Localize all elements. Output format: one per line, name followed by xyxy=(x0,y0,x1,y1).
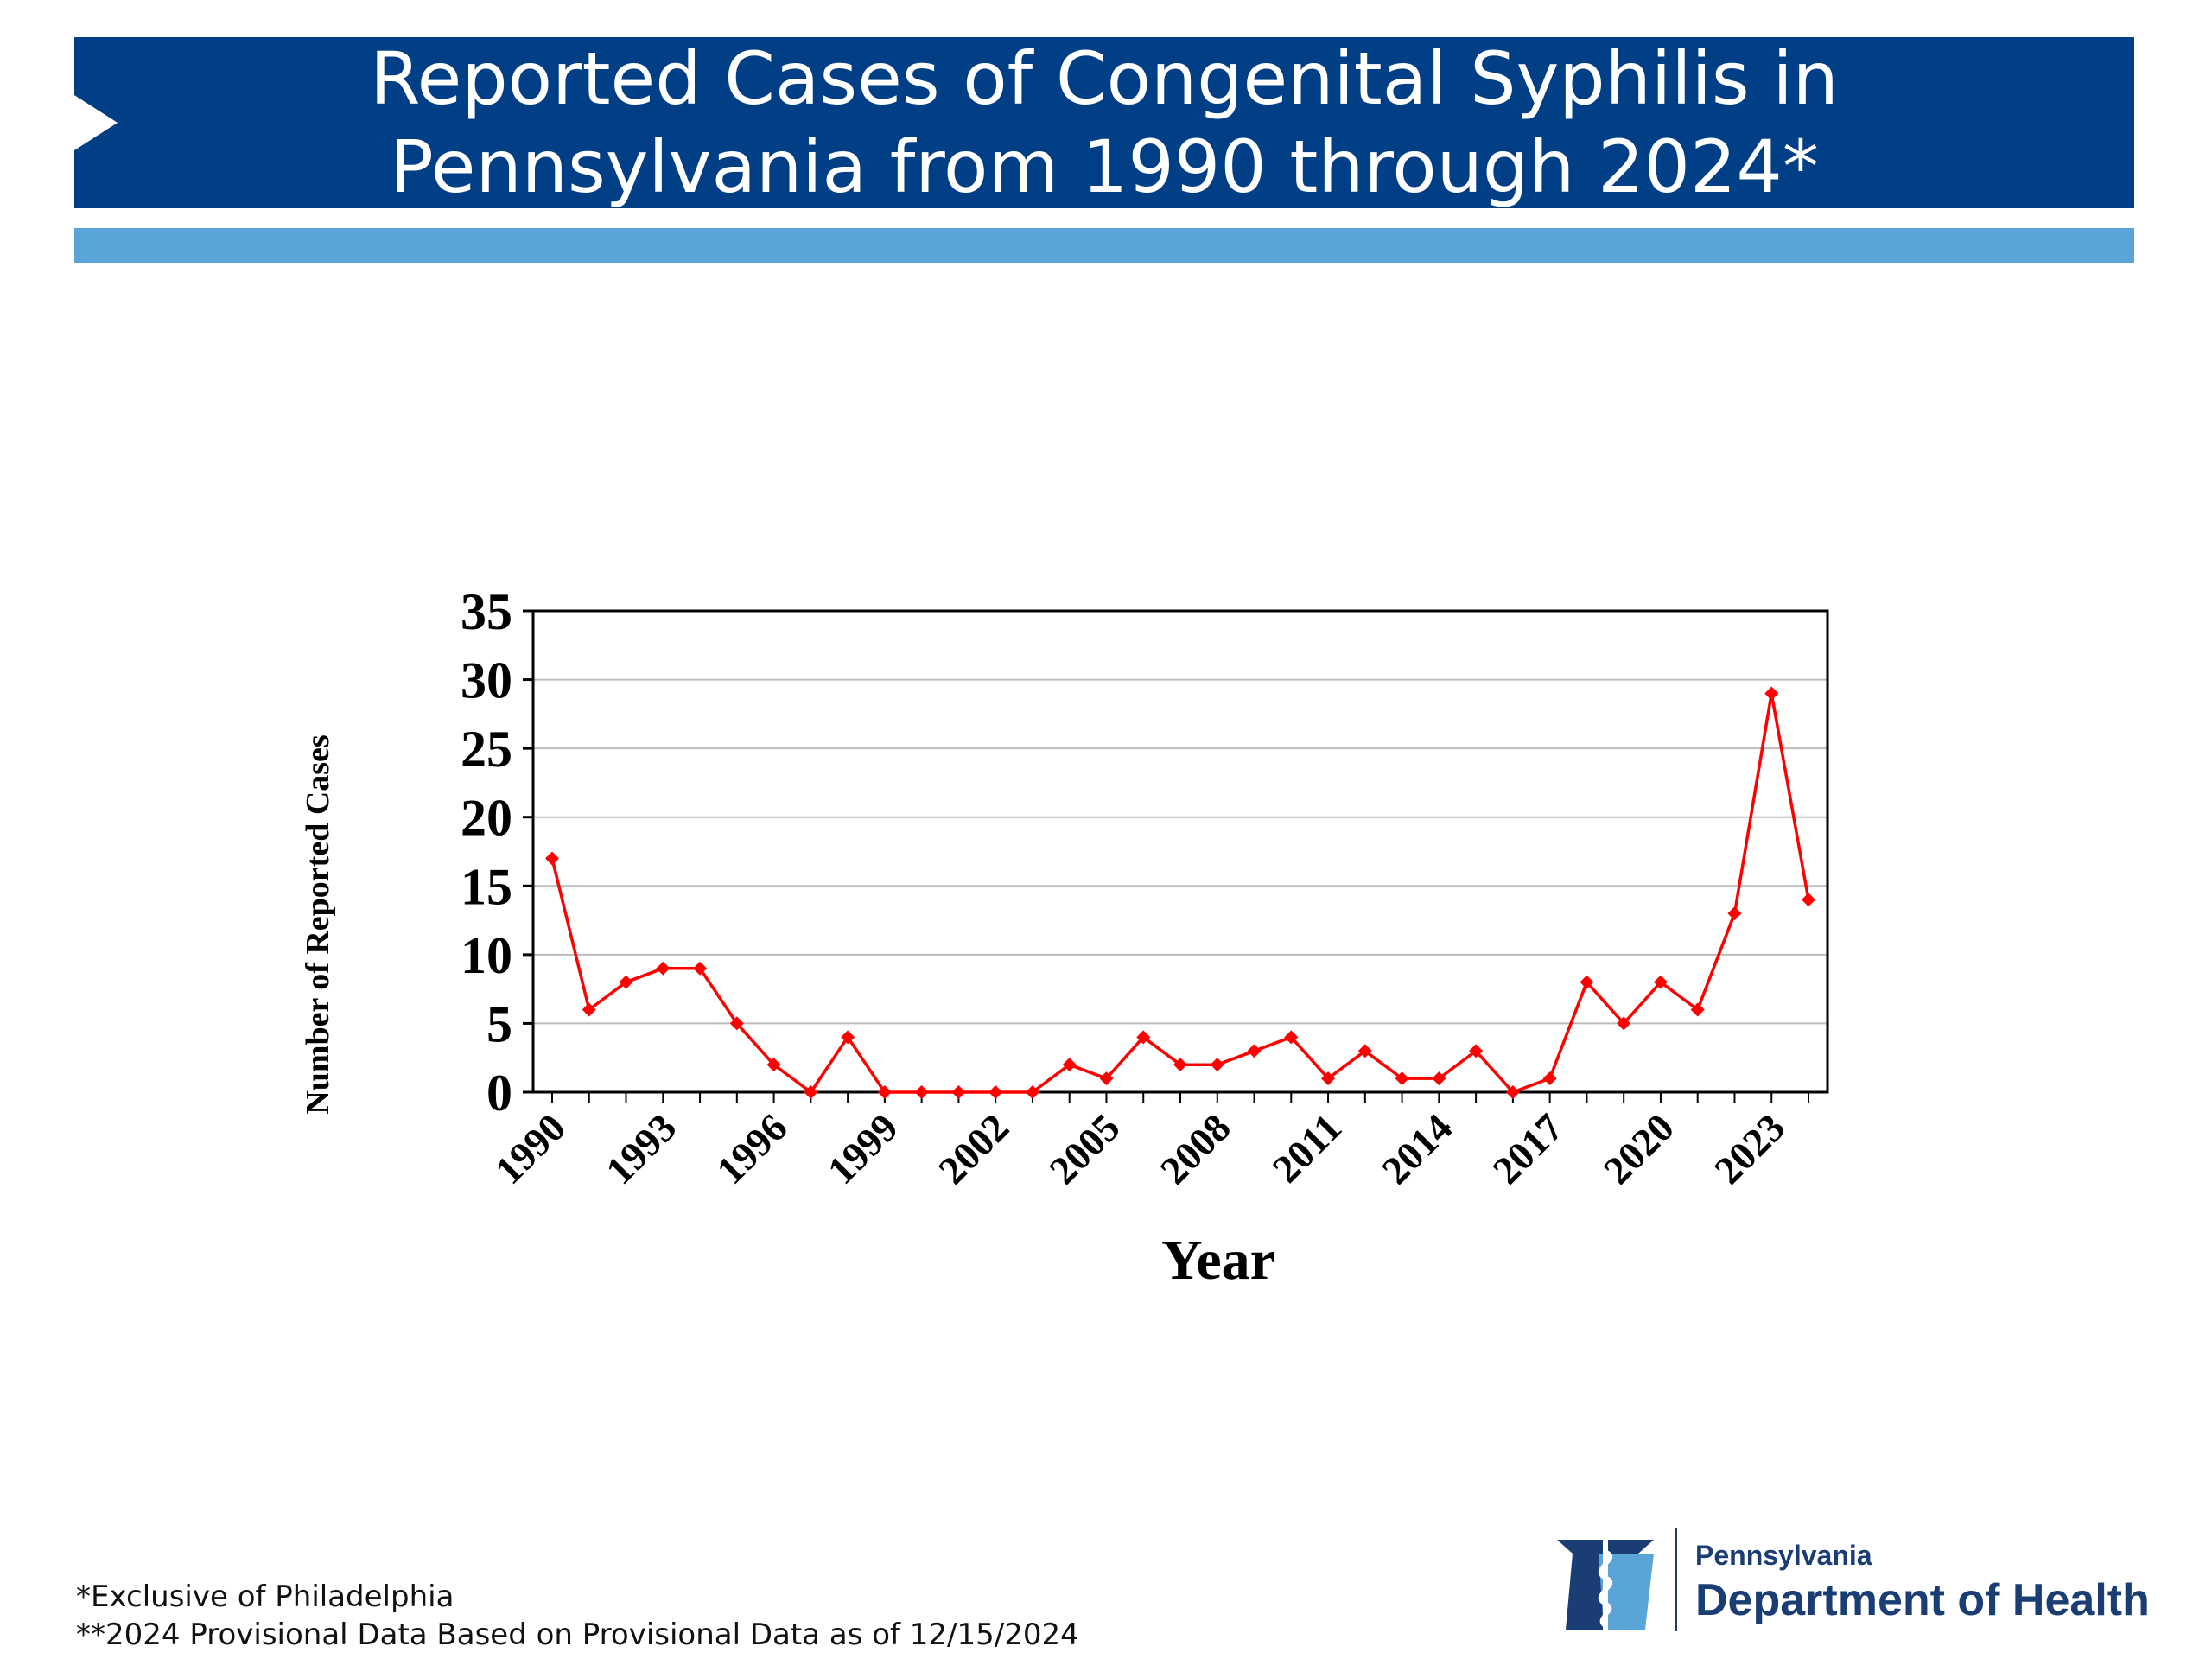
x-tick-label: 2005 xyxy=(1040,1105,1128,1192)
data-point-2021 xyxy=(1690,1002,1705,1017)
data-point-2009 xyxy=(1247,1044,1262,1058)
y-axis-ticks: 0 5 10 15 20 25 30 35 xyxy=(461,583,533,1122)
data-point-1993 xyxy=(656,961,671,976)
y-tick-label: 20 xyxy=(461,790,512,847)
data-point-2001 xyxy=(951,1085,966,1099)
accent-bar xyxy=(74,228,2134,263)
banner-notch-icon xyxy=(74,95,118,150)
data-point-1990 xyxy=(545,851,559,866)
data-point-1991 xyxy=(582,1002,596,1017)
footnote-provisional: **2024 Provisional Data Based on Provisi… xyxy=(76,1618,1079,1652)
data-point-2023 xyxy=(1764,686,1779,701)
logo-department-name: Department of Health xyxy=(1695,1575,2150,1625)
data-point-1994 xyxy=(693,961,708,976)
footnote-exclusion: *Exclusive of Philadelphia xyxy=(76,1580,454,1614)
y-tick-label: 5 xyxy=(486,995,512,1052)
data-point-2006 xyxy=(1136,1030,1151,1045)
x-axis-ticks: 1990 1993 1996 1999 2002 2005 2008 2011 2014 2017… xyxy=(486,1092,1809,1192)
data-point-2007 xyxy=(1173,1058,1187,1072)
data-point-2002 xyxy=(988,1085,1003,1099)
x-tick-label: 1999 xyxy=(819,1105,906,1192)
y-tick-label: 0 xyxy=(486,1065,512,1122)
data-point-2010 xyxy=(1284,1030,1299,1045)
x-tick-label: 1996 xyxy=(709,1105,796,1192)
x-tick-label: 2017 xyxy=(1484,1105,1572,1192)
x-axis-label: Year xyxy=(1161,1229,1275,1292)
keystone-caduceus-icon xyxy=(1557,1533,1654,1631)
data-point-1992 xyxy=(619,975,633,989)
data-point-2018 xyxy=(1580,975,1594,989)
logo-divider xyxy=(1675,1528,1677,1631)
title-banner: Reported Cases of Congenital Syphilis in… xyxy=(74,36,2134,209)
data-point-2015 xyxy=(1469,1044,1484,1058)
grid-lines xyxy=(533,678,1827,1025)
data-point-2022 xyxy=(1727,906,1742,921)
y-tick-label: 30 xyxy=(461,652,512,709)
data-point-2004 xyxy=(1062,1058,1077,1072)
data-point-1996 xyxy=(766,1058,781,1072)
data-point-1997 xyxy=(804,1085,818,1099)
x-tick-label: 1993 xyxy=(597,1105,684,1192)
data-point-2017 xyxy=(1542,1071,1557,1086)
x-tick-label: 2023 xyxy=(1706,1105,1793,1192)
data-point-2019 xyxy=(1617,1016,1631,1031)
data-point-2005 xyxy=(1099,1071,1114,1086)
x-tick-label: 2002 xyxy=(930,1105,1017,1192)
x-tick-label: 2008 xyxy=(1152,1105,1239,1192)
x-tick-label: 2014 xyxy=(1373,1105,1460,1192)
logo-state-name: Pennsylvania xyxy=(1695,1540,1872,1571)
plot-area-frame xyxy=(531,609,1829,1094)
data-point-2000 xyxy=(914,1085,929,1099)
y-tick-label: 15 xyxy=(461,858,512,915)
page-title-line2: Pennsylvania from 1990 through 2024* xyxy=(390,124,1819,209)
data-point-2014 xyxy=(1432,1071,1446,1086)
pa-health-logo: Pennsylvania Department of Health xyxy=(1552,1528,2150,1640)
series-line xyxy=(550,691,1810,1094)
footnotes: *Exclusive of Philadelphia **2024 Provis… xyxy=(76,1578,1079,1654)
x-tick-label: 2011 xyxy=(1264,1105,1350,1191)
data-point-2020 xyxy=(1653,975,1668,989)
data-point-1998 xyxy=(841,1030,855,1045)
data-point-2013 xyxy=(1395,1071,1409,1086)
data-point-2016 xyxy=(1505,1085,1520,1099)
x-tick-label: 2020 xyxy=(1595,1105,1682,1192)
data-point-2003 xyxy=(1025,1085,1039,1099)
data-point-2008 xyxy=(1210,1058,1224,1072)
page-title-line1: Reported Cases of Congenital Syphilis in xyxy=(370,36,1839,121)
y-tick-label: 25 xyxy=(461,721,512,778)
data-point-2024 xyxy=(1802,893,1815,907)
data-point-1995 xyxy=(729,1016,744,1031)
data-point-2011 xyxy=(1321,1071,1336,1086)
data-point-2012 xyxy=(1357,1044,1372,1058)
series-layer xyxy=(545,686,1815,1099)
y-tick-label: 10 xyxy=(461,927,512,984)
y-axis-label: Number of Reported Cases xyxy=(300,734,336,1114)
data-point-1999 xyxy=(877,1085,892,1099)
y-tick-label: 35 xyxy=(461,583,512,640)
